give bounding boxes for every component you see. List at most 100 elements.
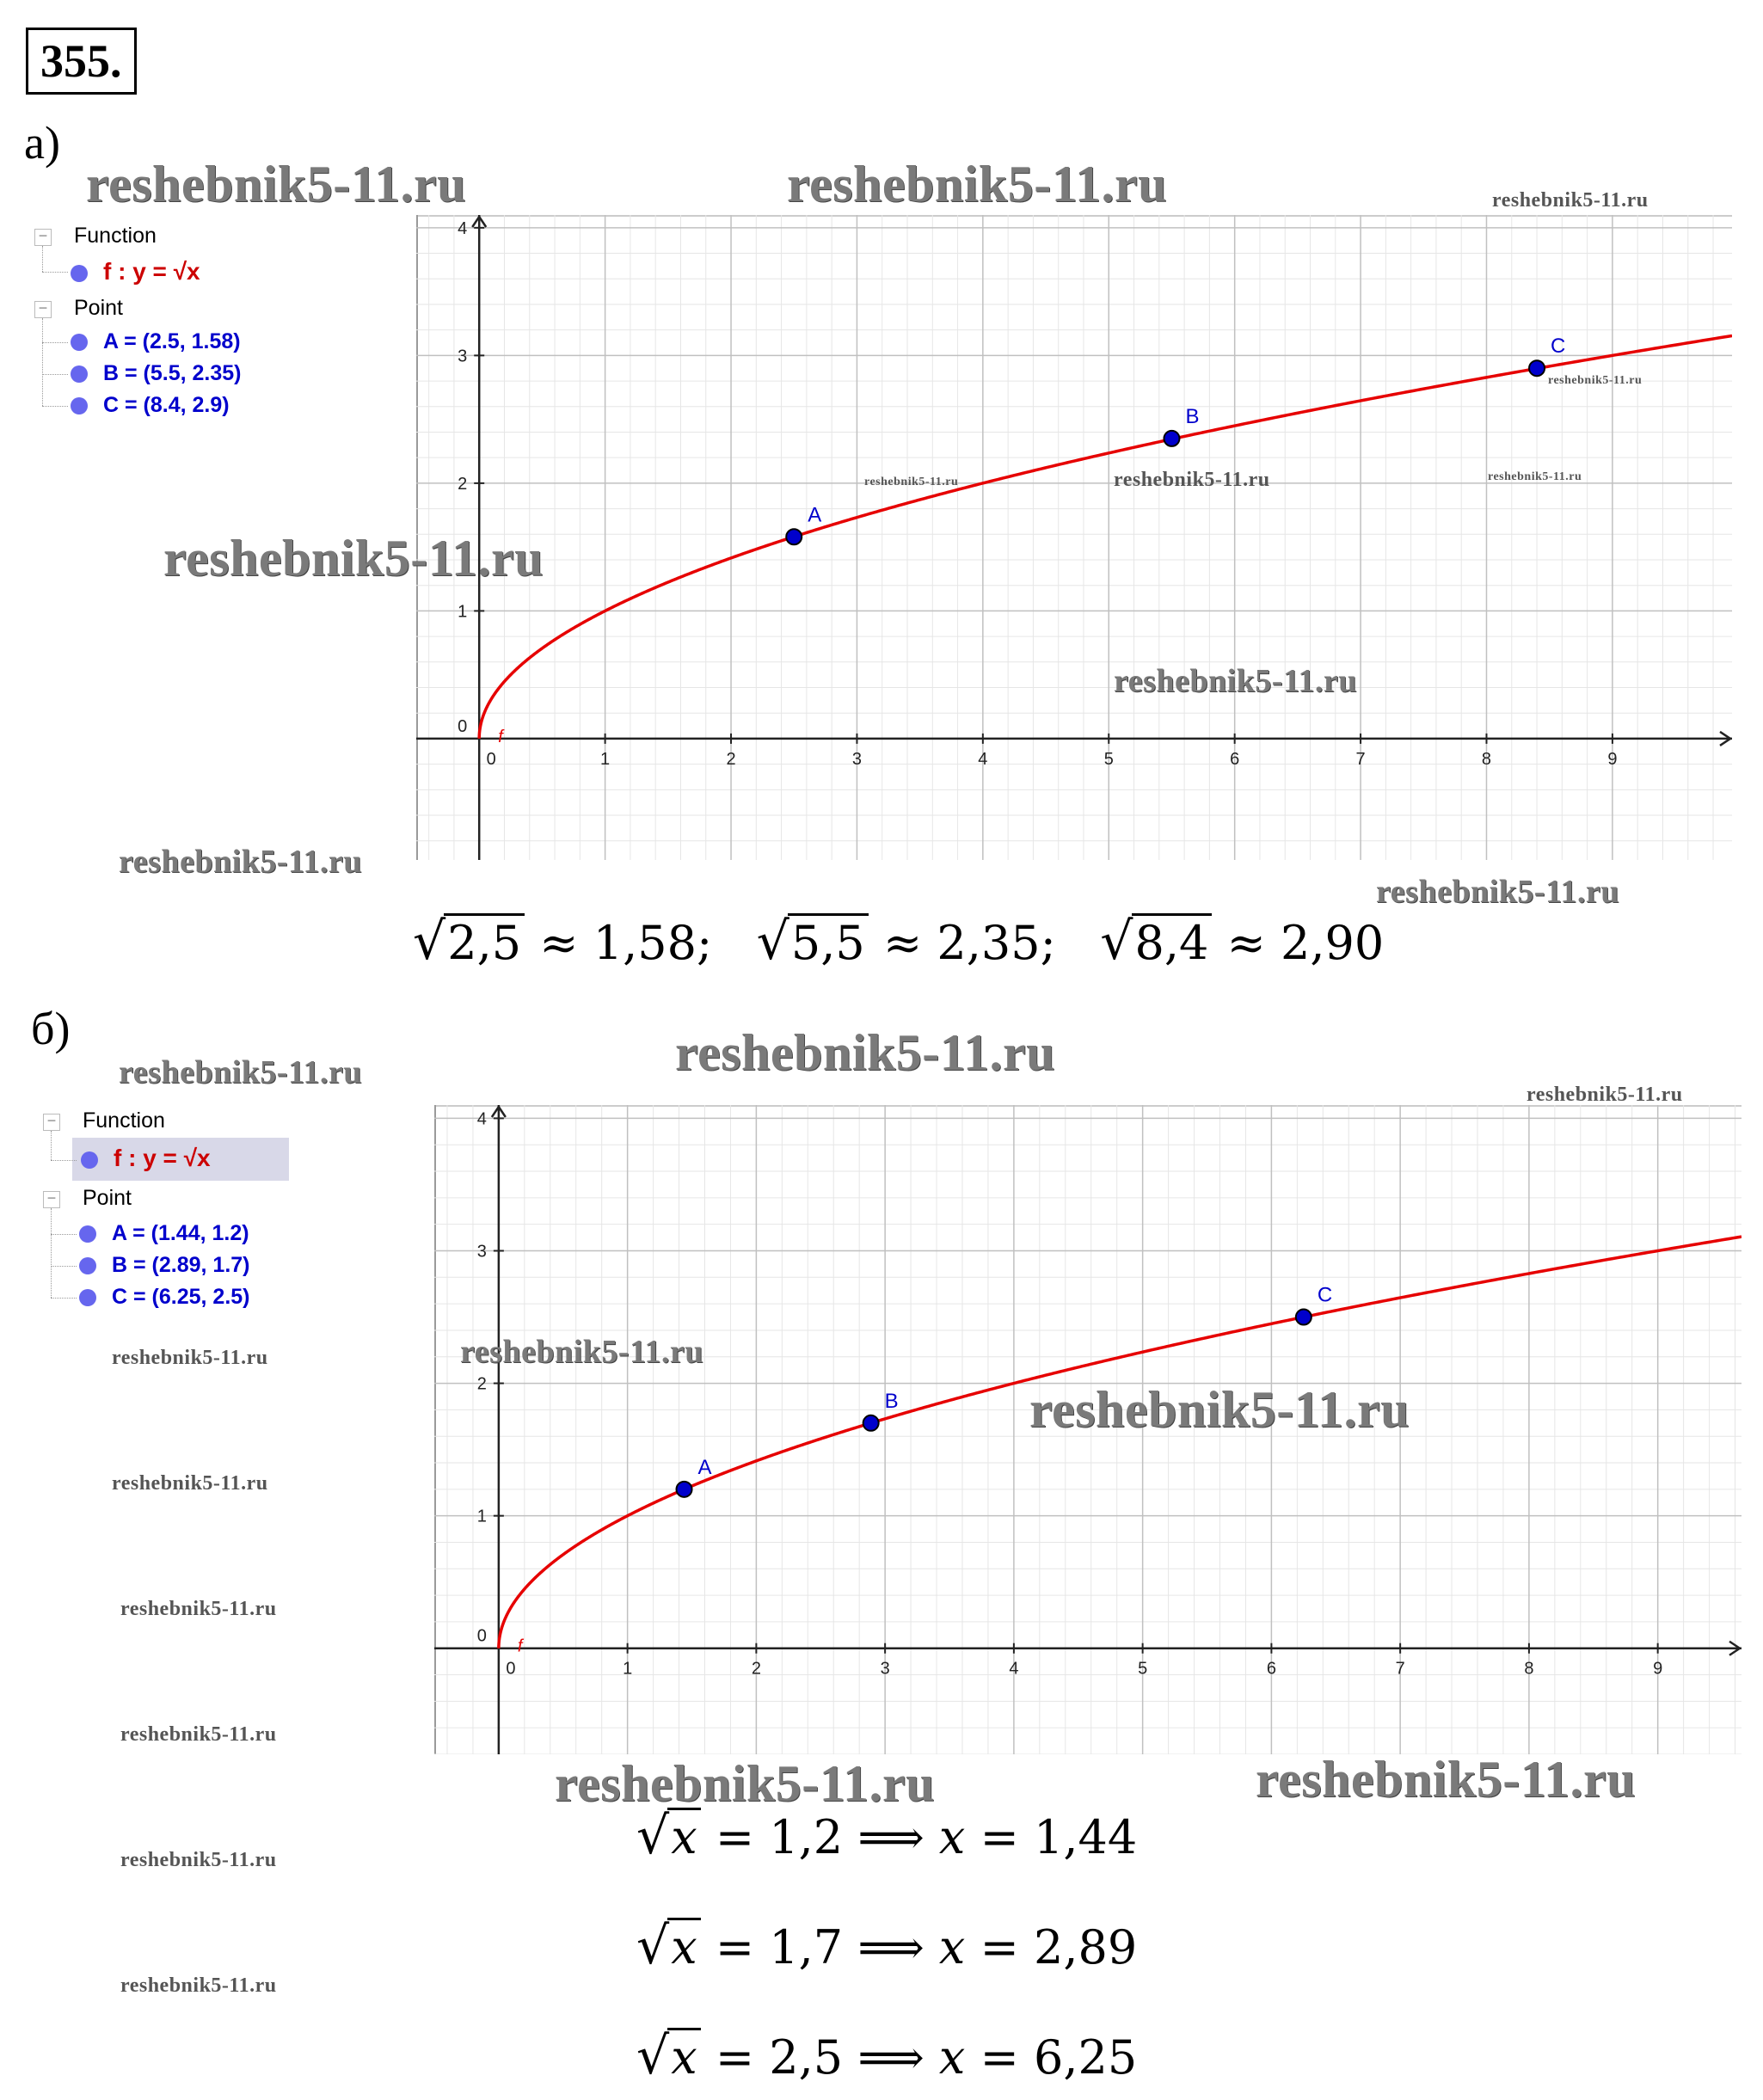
point-B[interactable]	[862, 1414, 880, 1432]
point-visibility-icon[interactable]	[71, 334, 88, 352]
x-tick-label: 7	[1356, 750, 1366, 769]
graph-background	[434, 1105, 1742, 1754]
point-visibility-icon[interactable]	[79, 1257, 96, 1275]
collapse-point-b[interactable]: −	[43, 1190, 60, 1208]
curve-label: f	[518, 1637, 525, 1656]
y-tick-label: 4	[458, 219, 467, 238]
y-tick-label: 2	[477, 1375, 487, 1394]
x-tick-label: 1	[623, 1660, 632, 1679]
formula-a-term-1: √5,5 ≈ 2,35;	[756, 912, 1056, 972]
function-entry-b[interactable]: f : y = √x	[81, 1145, 211, 1172]
function-visibility-icon[interactable]	[81, 1151, 98, 1169]
y-tick-label: 0	[458, 717, 467, 736]
point-A[interactable]	[785, 528, 803, 546]
watermark: reshebnik5-11.ru	[1029, 1381, 1410, 1438]
graph-view-a[interactable]: 0 1 2 3 4 5 6 7 8 9 0 1 2 3 4 f A B C	[416, 215, 1732, 860]
formula-a: √2,5 ≈ 1,58; √5,5 ≈ 2,35; √8,4 ≈ 2,90	[413, 912, 1384, 972]
curve-label: f	[498, 728, 505, 746]
point-group-label-b: Point	[83, 1186, 132, 1210]
point-entry-b-2[interactable]: C = (6.25, 2.5)	[79, 1285, 250, 1310]
y-tick-label: 3	[477, 1242, 487, 1261]
point-group-label-a: Point	[74, 296, 123, 320]
point-B[interactable]	[1163, 429, 1181, 447]
watermark: reshebnik5-11.ru	[555, 1755, 935, 1812]
point-C[interactable]	[1528, 359, 1546, 378]
watermark: reshebnik5-11.ru	[119, 844, 362, 880]
point-entry-a-0[interactable]: A = (2.5, 1.58)	[71, 329, 241, 354]
watermark: reshebnik5-11.ru	[864, 476, 959, 488]
x-tick-label: 0	[487, 750, 496, 769]
x-tick-label: 9	[1607, 750, 1617, 769]
watermark: reshebnik5-11.ru	[86, 156, 466, 212]
x-tick-label: 2	[726, 750, 735, 769]
formula-b-0: √x = 1,2 ⟹ x = 1,44	[636, 1806, 1138, 1866]
point-visibility-icon[interactable]	[79, 1225, 96, 1243]
problem-number: 355.	[26, 28, 137, 95]
point-label: B	[1185, 405, 1199, 428]
watermark: reshebnik5-11.ru	[675, 1024, 1055, 1081]
watermark: reshebnik5-11.ru	[1548, 374, 1643, 387]
x-axis-arrow	[1719, 730, 1732, 746]
function-group-label-b: Function	[83, 1108, 165, 1133]
watermark: reshebnik5-11.ru	[1114, 663, 1357, 699]
function-group-label-a: Function	[74, 224, 157, 248]
section-b-label: б)	[31, 1003, 71, 1054]
point-entry-b-0[interactable]: A = (1.44, 1.2)	[79, 1221, 249, 1246]
watermark: reshebnik5-11.ru	[120, 1598, 277, 1620]
point-label: A	[698, 1456, 712, 1479]
formula-b-1: √x = 1,7 ⟹ x = 2,89	[636, 1916, 1138, 1976]
graph-background	[416, 215, 1732, 860]
watermark: reshebnik5-11.ru	[1256, 1751, 1636, 1808]
collapse-function-b[interactable]: −	[43, 1113, 60, 1131]
formula-b-2: √x = 2,5 ⟹ x = 6,25	[636, 2026, 1138, 2086]
watermark: reshebnik5-11.ru	[787, 156, 1167, 212]
point-label: C	[1551, 335, 1565, 358]
collapse-point-a[interactable]: −	[34, 300, 52, 318]
point-label: C	[1318, 1284, 1332, 1307]
x-tick-label: 5	[1138, 1660, 1147, 1679]
point-entry-b-1[interactable]: B = (2.89, 1.7)	[79, 1253, 250, 1278]
watermark: reshebnik5-11.ru	[1492, 189, 1649, 212]
watermark: reshebnik5-11.ru	[1114, 469, 1270, 491]
function-curve-sqrt[interactable]	[497, 1235, 1742, 1649]
point-entry-a-1[interactable]: B = (5.5, 2.35)	[71, 361, 242, 386]
x-tick-label: 3	[852, 750, 862, 769]
watermark: reshebnik5-11.ru	[112, 1347, 268, 1369]
y-tick-label: 1	[477, 1507, 487, 1526]
x-tick-label: 6	[1267, 1660, 1276, 1679]
x-tick-label: 3	[881, 1660, 890, 1679]
point-visibility-icon[interactable]	[79, 1289, 96, 1307]
x-tick-label: 6	[1230, 750, 1239, 769]
x-tick-label: 1	[600, 750, 610, 769]
y-tick-label: 0	[477, 1627, 487, 1646]
point-C[interactable]	[1294, 1308, 1312, 1326]
watermark: reshebnik5-11.ru	[120, 1974, 277, 1997]
watermark: reshebnik5-11.ru	[119, 1054, 362, 1090]
point-A[interactable]	[675, 1480, 693, 1498]
function-entry-a[interactable]: f : y = √x	[71, 258, 200, 286]
x-tick-label: 0	[506, 1660, 515, 1679]
x-tick-label: 4	[1009, 1660, 1018, 1679]
x-tick-label: 5	[1104, 750, 1114, 769]
algebra-view-a: − Function f : y = √x − Point A = (2.5, …	[26, 215, 413, 430]
y-tick-label: 2	[458, 475, 467, 494]
y-tick-label: 1	[458, 602, 467, 621]
x-tick-label: 9	[1653, 1660, 1662, 1679]
point-visibility-icon[interactable]	[71, 365, 88, 384]
watermark: reshebnik5-11.ru	[120, 1723, 277, 1746]
watermark: reshebnik5-11.ru	[120, 1849, 277, 1871]
x-axis-arrow	[1729, 1640, 1742, 1656]
x-tick-label: 2	[752, 1660, 761, 1679]
graph-view-b[interactable]: 0 1 2 3 4 5 6 7 8 9 0 1 2 3 4 f A B C	[434, 1105, 1742, 1754]
function-visibility-icon[interactable]	[71, 264, 88, 282]
x-tick-label: 4	[978, 750, 987, 769]
watermark: reshebnik5-11.ru	[112, 1472, 268, 1495]
point-label: B	[885, 1390, 899, 1413]
point-visibility-icon[interactable]	[71, 397, 88, 415]
section-a-label: а)	[24, 117, 60, 169]
collapse-function-a[interactable]: −	[34, 228, 52, 246]
watermark: reshebnik5-11.ru	[460, 1334, 703, 1370]
x-tick-label: 7	[1396, 1660, 1405, 1679]
x-tick-label: 8	[1524, 1660, 1533, 1679]
point-entry-a-2[interactable]: C = (8.4, 2.9)	[71, 393, 230, 418]
